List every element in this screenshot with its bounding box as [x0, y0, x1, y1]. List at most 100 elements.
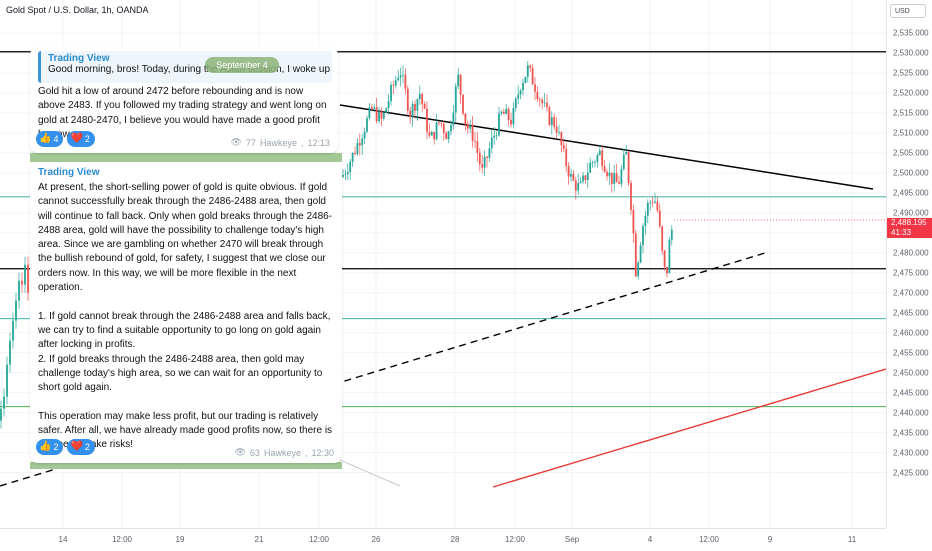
message-time: 12:13 — [307, 137, 330, 148]
candle-body — [378, 111, 380, 122]
candle-body — [442, 123, 445, 133]
message-body: At present, the short-selling power of g… — [38, 182, 333, 451]
time-tick: 21 — [254, 535, 264, 544]
candle-body — [637, 262, 640, 277]
candle-body — [517, 94, 520, 99]
time-axis[interactable]: 14 12:00 19 21 12:00 26 28 12:00 Sep 4 12:00 9 11 — [0, 528, 886, 551]
candle-body — [459, 74, 462, 95]
candle-body — [591, 162, 594, 164]
candle-body — [382, 112, 385, 119]
candle-body — [574, 180, 577, 191]
candle-body — [354, 152, 356, 154]
candle-body — [469, 124, 472, 129]
time-tick: 28 — [450, 535, 460, 544]
candle-body — [361, 138, 364, 146]
reaction-count: 2 — [84, 442, 90, 452]
reaction-heart[interactable]: ❤️ 2 — [67, 131, 95, 147]
candle-body — [416, 99, 419, 111]
candle-body — [666, 266, 668, 274]
candle-body — [663, 250, 666, 267]
candle-body — [622, 154, 625, 170]
candle-body — [654, 201, 656, 203]
price-tick: 2,430.000 — [893, 448, 929, 458]
bar-countdown: 41:33 — [891, 228, 912, 237]
price-tick: 2,515.000 — [893, 108, 929, 118]
candle-body — [651, 202, 654, 204]
candle-body — [582, 175, 584, 182]
candle-body — [642, 226, 644, 246]
candle-body — [375, 107, 378, 122]
candle-body — [9, 340, 11, 365]
price-tick: 2,530.000 — [893, 48, 929, 58]
candle-body — [370, 107, 373, 109]
candle-body — [366, 118, 368, 132]
message-time: 12:30 — [311, 447, 334, 458]
candle-body — [610, 172, 613, 184]
currency-selector[interactable]: USD — [890, 4, 926, 18]
price-tick: 2,470.000 — [893, 288, 929, 298]
candle-body — [550, 117, 553, 125]
reaction-count: 2 — [53, 442, 59, 452]
candle-body — [471, 124, 474, 141]
price-axis[interactable]: 2,535.000 2,530.000 2,525.000 2,520.000 2,51… — [886, 0, 932, 528]
candle-body — [536, 91, 539, 100]
reply-quote[interactable]: Trading View Good morning, bros! Today, … — [38, 51, 332, 83]
candle-body — [558, 132, 560, 134]
reaction-thumbs-up[interactable]: 👍 2 — [36, 439, 64, 455]
candle-body — [534, 84, 536, 92]
candle-body — [450, 125, 452, 132]
candle-body — [454, 86, 457, 113]
candle-body — [608, 172, 611, 177]
candle-body — [555, 126, 558, 133]
candle-body — [639, 245, 642, 263]
candle-body — [387, 101, 390, 109]
candle-body — [546, 102, 548, 108]
candle-body — [351, 152, 354, 162]
candle-body — [661, 226, 664, 251]
thumbs-up-icon: 👍 — [39, 133, 52, 144]
candle-body — [18, 280, 20, 301]
candle-body — [668, 239, 671, 274]
candle-body — [658, 210, 661, 227]
candle-body — [579, 181, 582, 183]
chat-message[interactable]: Trading View Good morning, bros! Today, … — [30, 47, 338, 153]
candle-body — [0, 408, 2, 421]
eye-icon: 👁 — [234, 447, 246, 457]
reaction-heart[interactable]: ❤️ 2 — [67, 439, 95, 455]
candle-body — [632, 209, 635, 234]
message-body: Gold hit a low of around 2472 before reb… — [38, 86, 327, 140]
candle-body — [572, 173, 575, 181]
candle-body — [627, 151, 630, 183]
chat-message[interactable]: Trading View At present, the short-selli… — [30, 162, 342, 463]
reactions: 👍 2 ❤️ 2 — [36, 439, 95, 455]
candle-body — [24, 264, 26, 285]
resistance-trendline — [339, 104, 874, 190]
price-tick: 2,465.000 — [893, 308, 929, 318]
candle-body — [464, 113, 467, 125]
candle-body — [344, 174, 347, 176]
heart-icon: ❤️ — [70, 133, 83, 144]
reply-author: Trading View — [48, 53, 110, 64]
candle-body — [646, 202, 649, 216]
red-trendline — [492, 368, 886, 488]
view-count: 77 — [245, 137, 256, 148]
candle-body — [510, 119, 512, 125]
price-tick: 2,425.000 — [893, 468, 929, 478]
price-tick: 2,505.000 — [893, 148, 929, 158]
symbol-title: Gold Spot / U.S. Dollar, 1h, OANDA — [6, 5, 149, 15]
reaction-thumbs-up[interactable]: 👍 4 — [36, 131, 64, 147]
message-author: Hawkeye — [259, 137, 297, 148]
price-tick: 2,475.000 — [893, 268, 929, 278]
candle-body — [596, 154, 599, 162]
time-tick: 26 — [371, 535, 381, 544]
candle-body — [490, 137, 493, 149]
time-tick: 11 — [847, 535, 857, 544]
candle-body — [438, 122, 440, 124]
candle-body — [418, 94, 421, 100]
price-tick: 2,445.000 — [893, 388, 929, 398]
price-tick: 2,510.000 — [893, 128, 929, 138]
candle-body — [531, 67, 534, 85]
current-price-label: 2,488.195 41:33 — [887, 218, 932, 238]
candle-body — [433, 132, 436, 140]
candle-body — [553, 117, 556, 127]
